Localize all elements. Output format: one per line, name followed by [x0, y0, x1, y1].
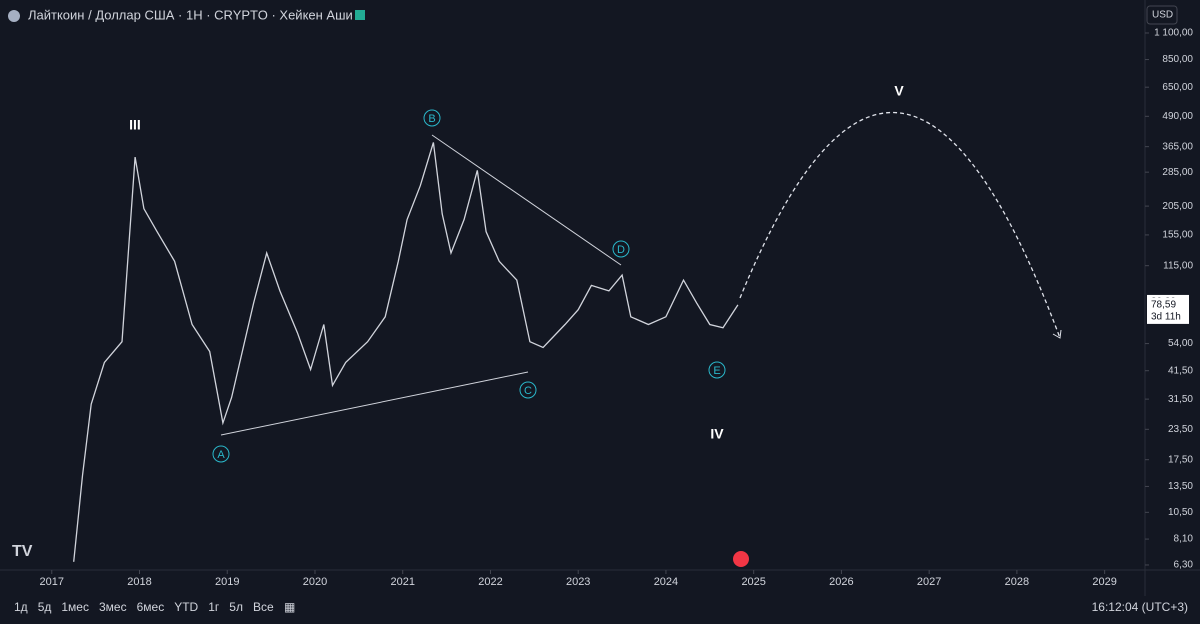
range-button[interactable]: 5д [37, 600, 52, 614]
y-tick-label: 31,50 [1168, 394, 1193, 405]
x-tick-label: 2021 [390, 576, 414, 588]
currency-button[interactable] [1146, 5, 1178, 25]
y-tick-label: 8,10 [1174, 534, 1194, 545]
y-tick-label: 850,00 [1162, 54, 1193, 65]
y-tick-label: 1 100,00 [1154, 28, 1193, 39]
price-tag [1147, 297, 1189, 324]
wave-label: IV [710, 426, 724, 442]
wave-point-label: D [617, 244, 625, 256]
y-tick-label: 23,50 [1168, 424, 1193, 435]
coin-icon [8, 10, 20, 22]
x-tick-label: 2020 [303, 576, 327, 588]
x-tick-label: 2024 [654, 576, 678, 588]
y-tick-label: 155,00 [1162, 230, 1193, 241]
countdown: 3d 11h [1151, 312, 1181, 323]
event-icon[interactable] [733, 551, 749, 567]
chart: Лайткоин / Доллар США · 1Н · CRYPTO · Хе… [0, 0, 1200, 596]
wave-point-circle [212, 445, 230, 463]
x-tick-label: 2026 [829, 576, 853, 588]
y-tick-label: 365,00 [1162, 141, 1193, 152]
flag [355, 10, 365, 20]
x-tick-label: 2018 [127, 576, 151, 588]
background [0, 0, 1200, 596]
y-tick-label: 650,00 [1162, 82, 1193, 93]
range-button[interactable]: 5л [229, 600, 243, 614]
x-tick-label: 2023 [566, 576, 590, 588]
x-tick-label: 2027 [917, 576, 941, 588]
range-button[interactable]: 1г [208, 600, 220, 614]
wave-label: III [129, 117, 141, 133]
range-button[interactable]: 3мес [98, 600, 127, 614]
y-tick-label: 115,00 [1163, 260, 1193, 271]
range-button[interactable]: 1мес [61, 600, 89, 614]
y-tick-label: 205,00 [1162, 201, 1193, 212]
x-tick-label: 2028 [1005, 576, 1029, 588]
x-tick-label: 2025 [741, 576, 765, 588]
y-tick-label: 41,50 [1168, 365, 1193, 376]
wave-point-label: E [713, 365, 720, 377]
calendar-icon[interactable]: ▦ [284, 600, 296, 614]
y-tick-label: 285,00 [1162, 167, 1193, 178]
y-tick-label: 13,50 [1168, 481, 1193, 492]
toolbar: 1д 5д 1мес 3мес 6мес YTD 1г 5л Все [14, 600, 284, 614]
range-button[interactable]: YTD [174, 600, 199, 614]
y-tick-label: 54,00 [1168, 338, 1193, 349]
y-tick-label: 6,30 [1174, 560, 1194, 571]
wave-point-circle [519, 381, 537, 399]
price-tag-label: 78,59 [1151, 300, 1176, 311]
y-tick-label: 10,50 [1168, 507, 1193, 518]
clock: 16:12:04 (UTC+3) [1091, 600, 1188, 614]
wave-point-circle [708, 361, 726, 379]
price-line [73, 142, 739, 562]
wave-point-label: A [217, 449, 225, 461]
wave-point-circle [612, 240, 630, 258]
range-button[interactable]: Все [252, 600, 274, 614]
chart-title: Лайткоин / Доллар США · 1Н · CRYPTO · Хе… [28, 7, 353, 22]
y-tick-label: 17,50 [1168, 454, 1193, 465]
trend-line [431, 134, 622, 266]
wave-point-label: C [524, 385, 532, 397]
x-tick-label: 2022 [478, 576, 502, 588]
y-tick-label: 490,00 [1162, 111, 1193, 122]
trend-line [220, 371, 529, 436]
x-tick-label: 2029 [1092, 576, 1116, 588]
arrow-head [1052, 329, 1062, 339]
wave-point-circle [423, 109, 441, 127]
x-tick-label: 2019 [215, 576, 239, 588]
range-button[interactable]: 1д [14, 600, 28, 614]
currency: USD [1152, 10, 1173, 21]
range-button[interactable]: 6мес [136, 600, 165, 614]
projection [739, 111, 1061, 339]
x-tick-label: 2017 [40, 576, 64, 588]
wave-point-label: B [428, 113, 435, 125]
logo: TV [12, 543, 33, 560]
wave-label: V [894, 83, 904, 99]
